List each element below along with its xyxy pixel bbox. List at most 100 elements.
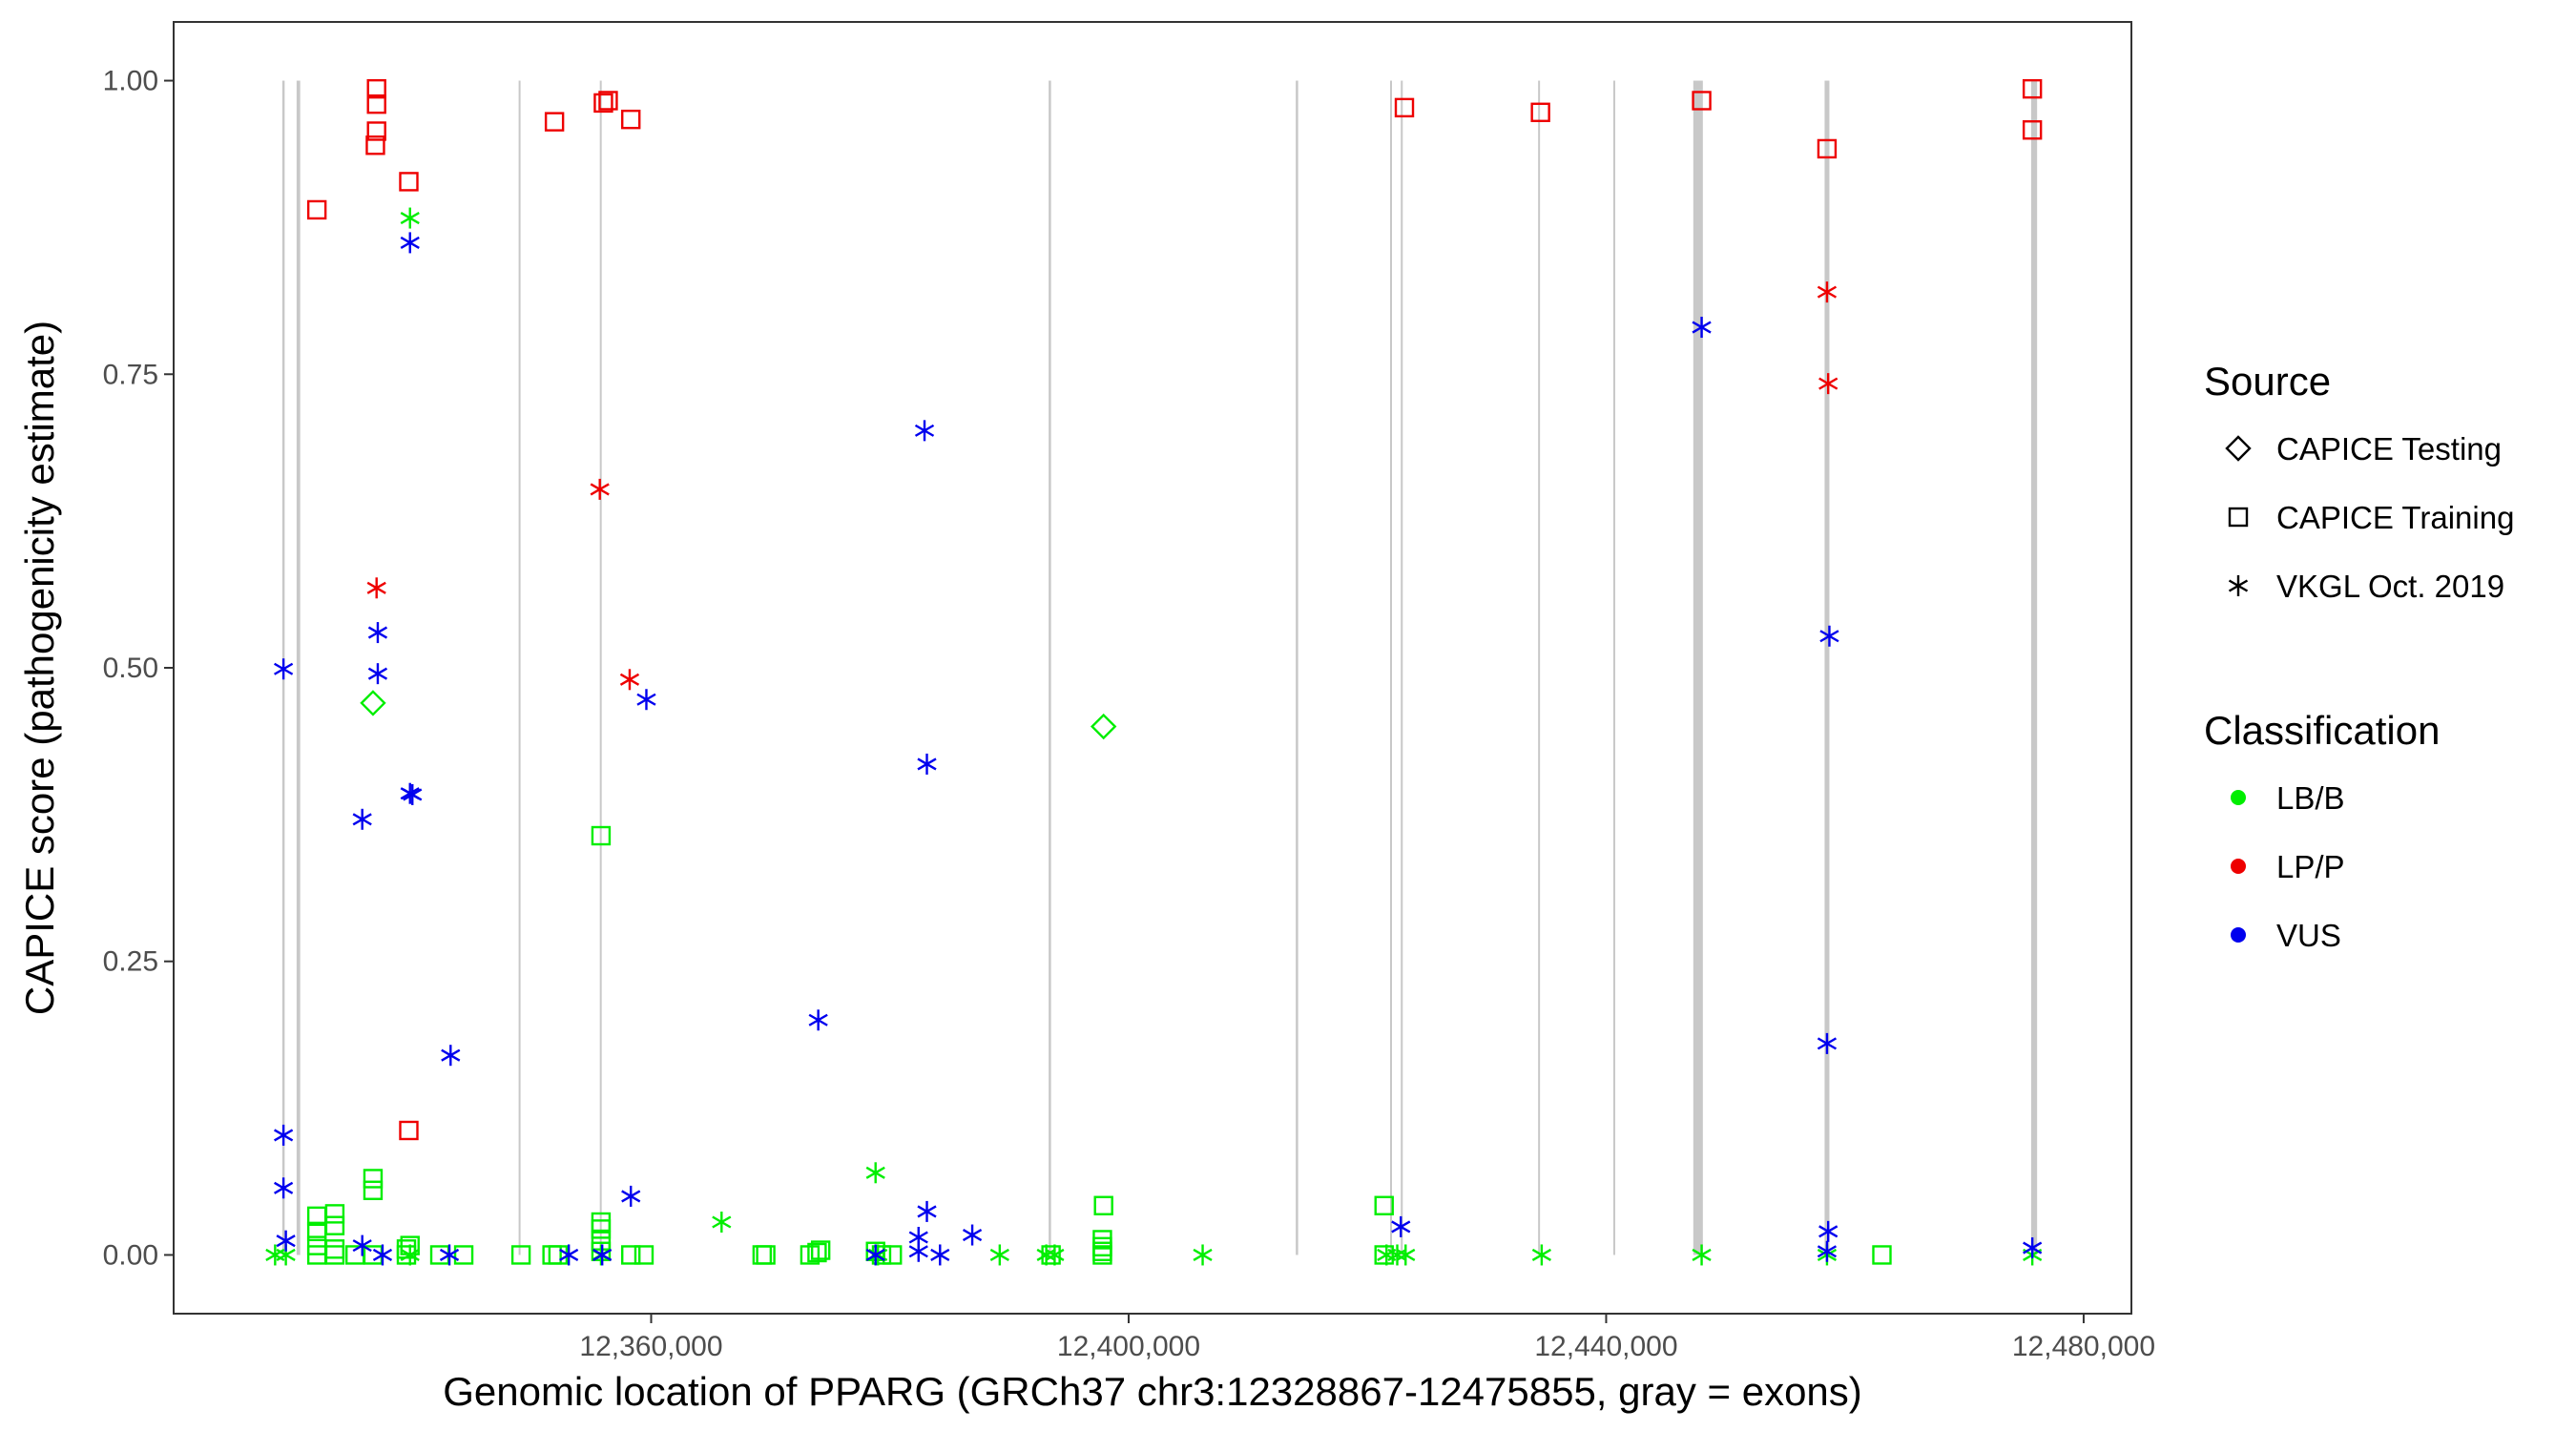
point-diamond-lbb-0: [360, 690, 386, 716]
point-asterisk-vus-10: [276, 1230, 296, 1252]
exon-band-8: [1538, 80, 1541, 1255]
point-square-lpp-10: [621, 109, 641, 130]
legend-label-0-1: CAPICE Training: [2276, 500, 2514, 535]
point-square-lpp-6: [399, 1120, 419, 1141]
point-asterisk-vus-18: [808, 1009, 828, 1031]
point-square-lbb-35: [1041, 1245, 1061, 1265]
point-asterisk-vus-9: [274, 1177, 294, 1199]
legend-title-0: Source: [2204, 359, 2331, 404]
legend-label-0-0: CAPICE Testing: [2276, 431, 2502, 467]
point-asterisk-vus-27: [1391, 1215, 1411, 1237]
point-square-lbb-43: [1872, 1245, 1892, 1265]
legend-key-0-2: [2228, 575, 2249, 596]
point-square-lbb-1: [363, 1169, 384, 1189]
x-tick-label-0: 12,360,000: [579, 1331, 722, 1362]
point-asterisk-lbb-3: [265, 1244, 285, 1266]
point-asterisk-vus-32: [1817, 1240, 1838, 1262]
point-square-lbb-8: [324, 1239, 345, 1259]
exon-band-9: [1612, 80, 1615, 1255]
point-asterisk-vus-15: [592, 1244, 613, 1266]
y-axis-title: CAPICE score (pathogenicity estimate): [17, 321, 62, 1015]
point-asterisk-lpp-3: [1817, 281, 1838, 303]
plot-panel-border: [173, 21, 2132, 1315]
exon-bands: [281, 80, 2038, 1255]
exon-band-12: [2030, 80, 2038, 1255]
point-square-lbb-4: [324, 1204, 345, 1224]
point-square-lbb-6: [306, 1221, 327, 1242]
point-square-lpp-7: [544, 112, 565, 132]
point-asterisk-lbb-15: [1531, 1244, 1551, 1266]
exon-band-5: [1296, 80, 1298, 1255]
exon-band-11: [1824, 80, 1830, 1255]
legend-key-0-0: [2225, 435, 2252, 462]
legend-label-1-1: LP/P: [2276, 849, 2345, 884]
y-tick-label-2: 0.50: [103, 653, 158, 684]
point-square-lpp-13: [1692, 91, 1712, 111]
point-square-lbb-36: [1093, 1195, 1113, 1215]
point-square-lpp-0: [306, 199, 327, 220]
point-asterisk-lbb-8: [989, 1244, 1009, 1266]
point-asterisk-vus-28: [1692, 317, 1712, 339]
point-asterisk-lbb-16: [1692, 1244, 1712, 1266]
point-square-lbb-5: [324, 1215, 345, 1235]
point-asterisk-lbb-7: [868, 1244, 888, 1266]
legend-key-0-1: [2228, 507, 2249, 528]
point-asterisk-vus-26: [865, 1244, 885, 1266]
exon-band-2: [518, 80, 521, 1255]
point-square-lbb-28: [756, 1245, 776, 1265]
point-square-lbb-20: [548, 1245, 569, 1265]
point-asterisk-vus-3: [274, 658, 294, 680]
point-square-lbb-40: [1092, 1245, 1112, 1265]
point-asterisk-vus-17: [636, 689, 656, 711]
point-square-lbb-25: [621, 1245, 641, 1265]
point-square-lbb-41: [1374, 1195, 1394, 1215]
legend-key-1-0: [2231, 790, 2246, 805]
point-square-lpp-11: [1394, 97, 1415, 118]
point-square-lbb-26: [634, 1245, 654, 1265]
point-asterisk-vus-13: [439, 1244, 460, 1266]
point-square-lbb-22: [591, 1219, 612, 1239]
point-asterisk-lbb-14: [1396, 1244, 1416, 1266]
point-square-lbb-0: [591, 825, 612, 846]
point-asterisk-vus-33: [2023, 1237, 2043, 1259]
point-square-lpp-12: [1530, 102, 1550, 122]
point-asterisk-lbb-9: [1036, 1244, 1056, 1266]
point-asterisk-vus-25: [962, 1224, 983, 1246]
point-asterisk-lpp-2: [619, 669, 640, 691]
y-tick-label-3: 0.75: [103, 359, 158, 390]
point-asterisk-vus-14: [559, 1244, 579, 1266]
point-square-lpp-14: [1817, 138, 1838, 159]
exon-band-6: [1389, 80, 1392, 1255]
point-square-lbb-10: [324, 1245, 345, 1265]
point-asterisk-lpp-0: [366, 577, 386, 599]
point-asterisk-vus-29: [1819, 625, 1839, 647]
point-asterisk-lbb-1: [865, 1162, 885, 1184]
point-asterisk-lpp-1: [590, 478, 610, 500]
point-square-lbb-31: [810, 1240, 831, 1260]
point-square-lbb-33: [871, 1245, 892, 1265]
point-square-lpp-3: [366, 121, 386, 141]
point-square-lpp-15: [2022, 78, 2043, 99]
point-square-lbb-42: [1374, 1245, 1394, 1265]
x-axis-title: Genomic location of PPARG (GRCh37 chr3:1…: [443, 1369, 1862, 1414]
point-asterisk-vus-0: [400, 232, 420, 254]
point-asterisk-vus-2: [367, 663, 388, 685]
point-asterisk-vus-7: [441, 1045, 461, 1067]
point-square-lbb-19: [542, 1245, 562, 1265]
point-asterisk-vus-1: [367, 622, 388, 644]
point-asterisk-vus-4: [352, 808, 372, 830]
point-asterisk-lbb-0: [400, 207, 420, 229]
point-asterisk-vus-12: [372, 1244, 393, 1266]
point-asterisk-vus-11: [352, 1234, 372, 1256]
point-asterisk-vus-20: [917, 753, 937, 775]
point-asterisk-vus-16: [621, 1185, 641, 1207]
point-square-lpp-2: [366, 93, 386, 114]
legend: Source CAPICE Testing CAPICE Training VKGL …: [2204, 359, 2514, 953]
point-square-lpp-4: [365, 135, 385, 156]
point-square-lpp-9: [598, 91, 618, 111]
point-asterisk-lbb-10: [1045, 1244, 1065, 1266]
exon-band-7: [1401, 80, 1403, 1255]
x-tick-label-1: 12,400,000: [1057, 1331, 1200, 1362]
legend-key-1-2: [2231, 927, 2246, 943]
point-square-lpp-1: [366, 78, 386, 99]
